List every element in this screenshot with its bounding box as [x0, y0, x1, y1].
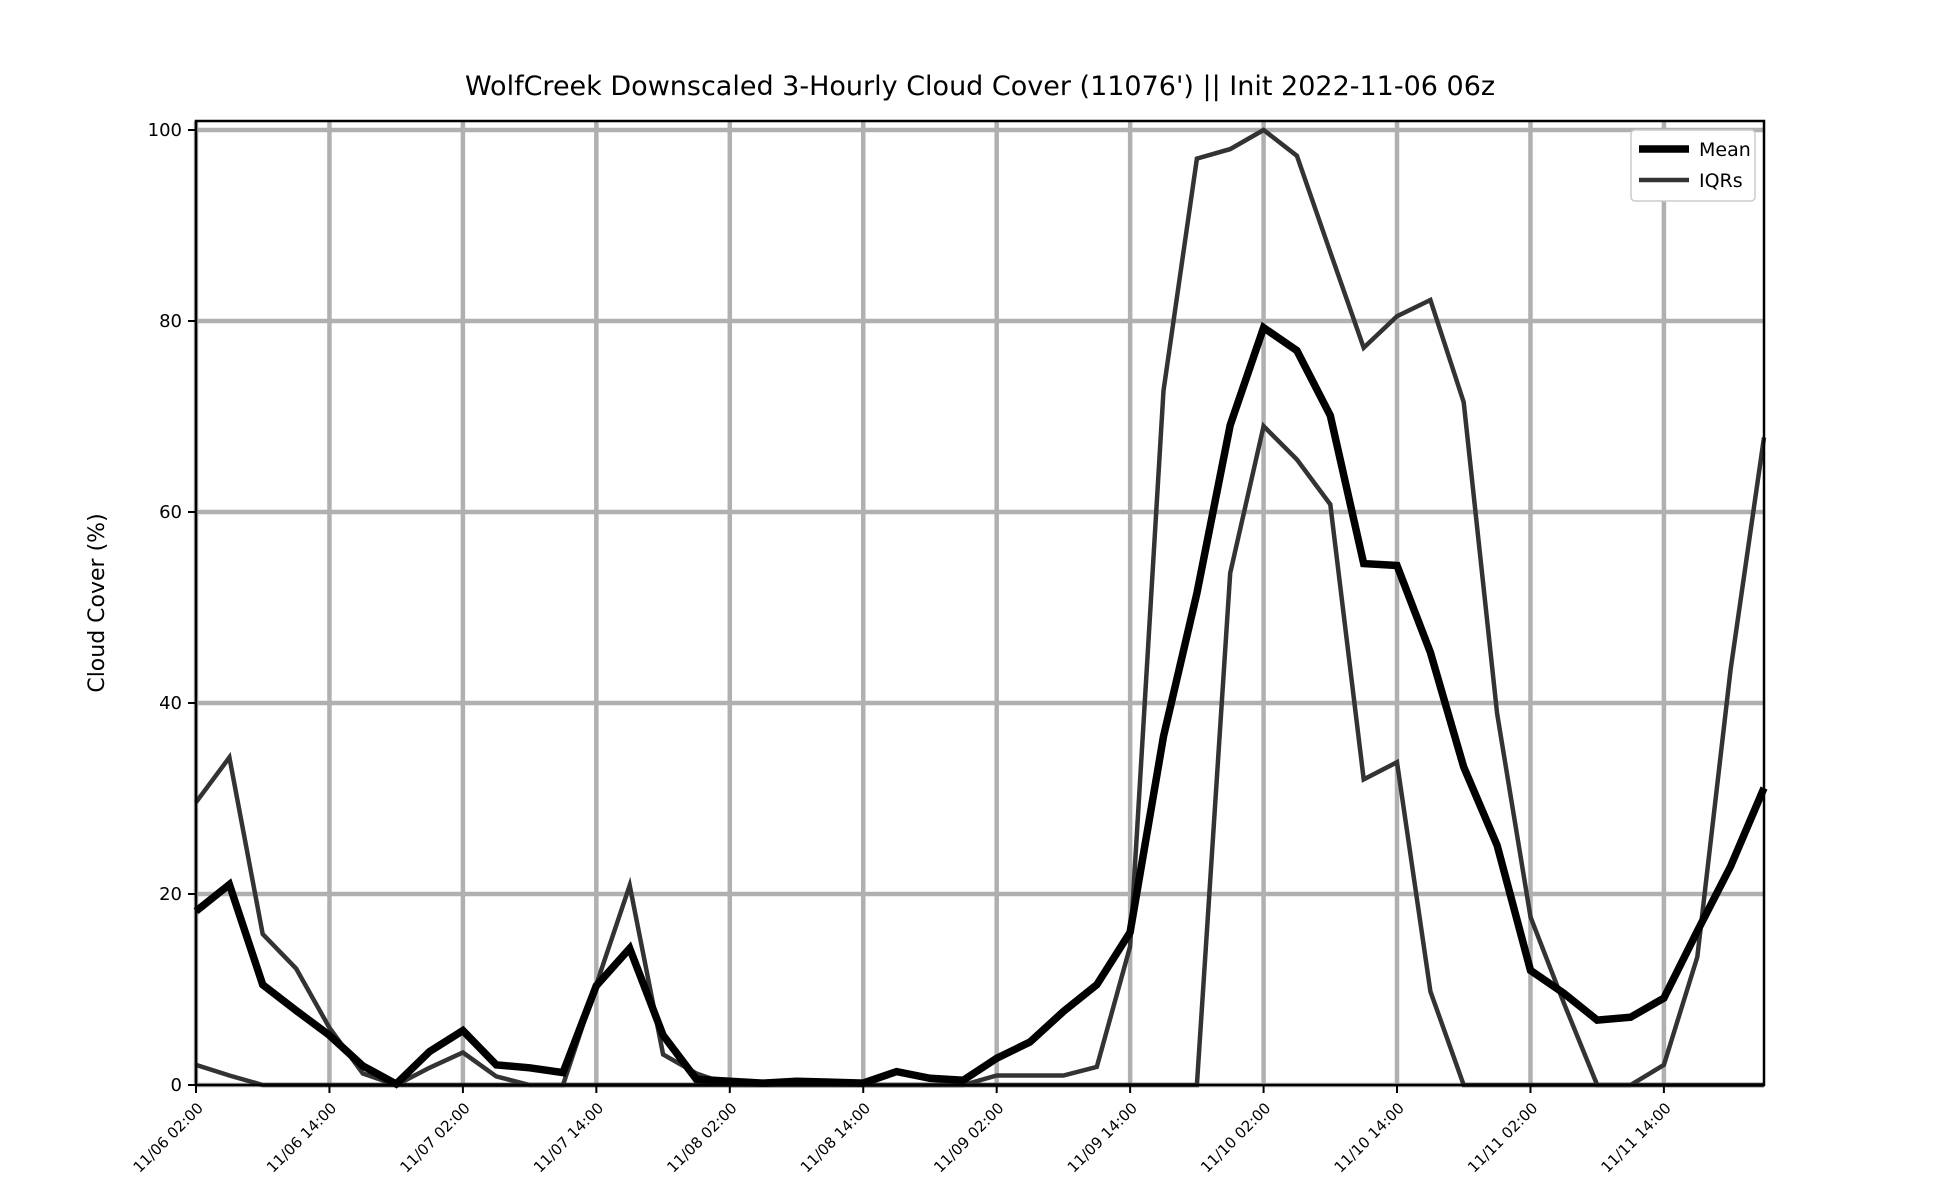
x-tick-label: 11/06 14:00	[263, 1099, 340, 1176]
plot-frame	[194, 119, 1766, 1087]
chart-title: WolfCreek Downscaled 3-Hourly Cloud Cove…	[465, 71, 1495, 102]
y-tick-label: 100	[148, 120, 182, 141]
x-tick-label: 11/08 02:00	[663, 1099, 740, 1176]
iqr-series-line-1	[194, 127, 1767, 1088]
x-tick-label: 11/06 02:00	[130, 1099, 207, 1176]
x-tick-label: 11/09 14:00	[1064, 1099, 1141, 1176]
mean-series-line	[193, 321, 1768, 1089]
axis-ticks: 0 20 40 60 80 100 11/06 02:00 11/06 14:00 11/07 …	[130, 120, 1675, 1176]
y-tick-label: 20	[159, 884, 182, 905]
y-tick-label: 40	[159, 693, 182, 714]
y-tick-label: 80	[159, 311, 182, 332]
x-tick-label: 11/07 14:00	[530, 1099, 607, 1176]
x-tick-label: 11/11 02:00	[1464, 1099, 1541, 1176]
legend: Mean IQRs	[1630, 129, 1756, 202]
legend-mean-label: Mean	[1699, 139, 1751, 161]
y-axis-label: Cloud Cover (%)	[85, 513, 110, 692]
x-tick-label: 11/10 14:00	[1331, 1099, 1408, 1176]
y-tick-label: 0	[171, 1075, 182, 1096]
x-tick-label: 11/11 14:00	[1598, 1099, 1675, 1176]
grid-lines	[193, 121, 1764, 1088]
x-tick-label: 11/08 14:00	[797, 1099, 874, 1176]
x-tick-label: 11/09 02:00	[930, 1099, 1007, 1176]
x-tick-label: 11/07 02:00	[396, 1099, 473, 1176]
y-tick-label: 60	[159, 502, 182, 523]
legend-iqr-label: IQRs	[1699, 170, 1743, 192]
x-tick-label: 11/10 02:00	[1197, 1099, 1274, 1176]
